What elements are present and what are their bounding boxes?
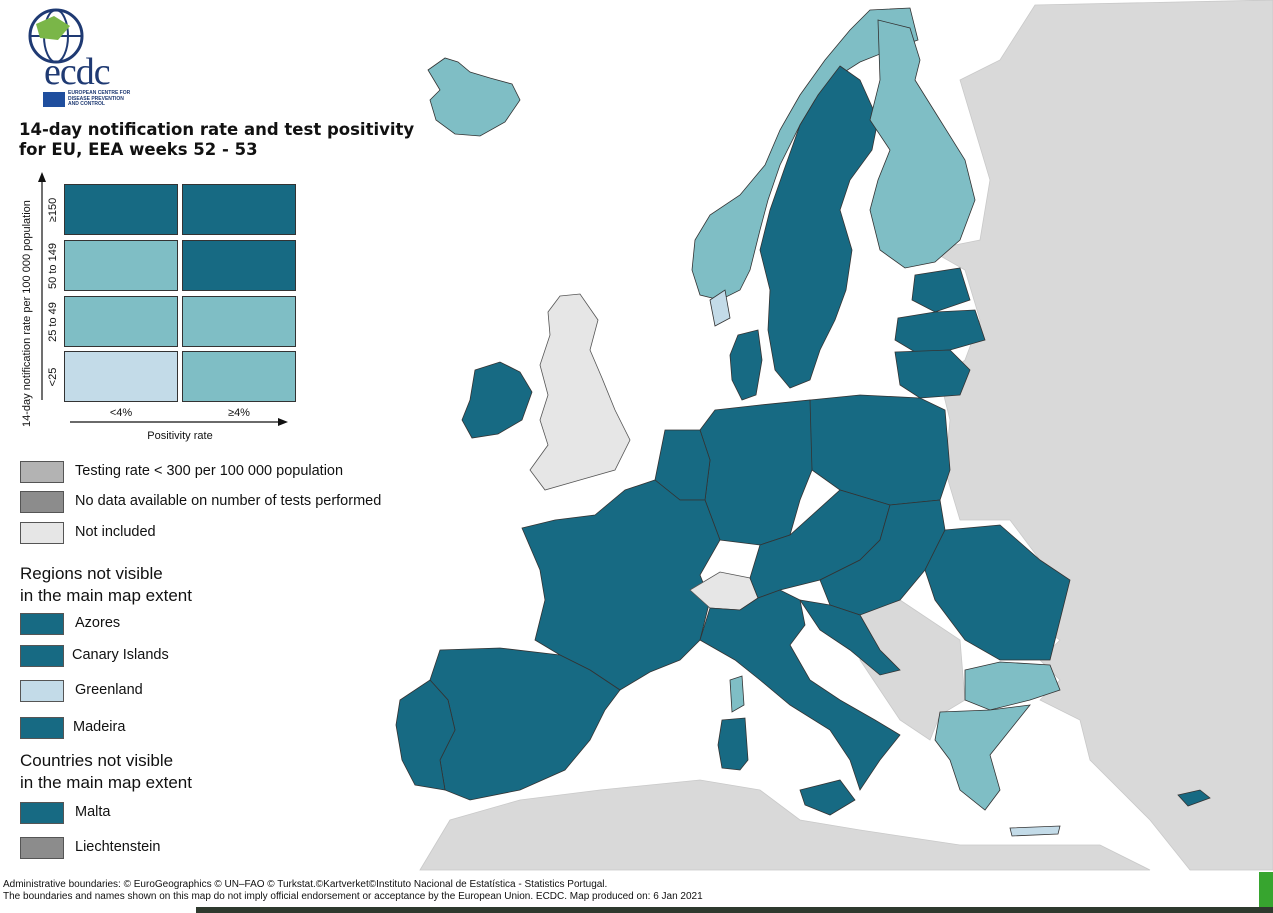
bottom-bar (196, 907, 1273, 913)
country-ireland (461, 361, 533, 439)
legend-label-not-included: Not included (75, 524, 156, 540)
matrix-row-label: <25 (47, 367, 59, 387)
logo-caption-line: DISEASE PREVENTION (68, 95, 124, 102)
regions-not-visible-title: Regions not visible in the main map exte… (20, 563, 192, 607)
logo-caption: EUROPEAN CENTRE FOR DISEASE PREVENTION A… (68, 90, 148, 108)
legend-label-testing-rate: Testing rate < 300 per 100 000 populatio… (75, 463, 344, 479)
logo-wordmark: ecdc (44, 51, 111, 93)
map-title-line-1: 14-day notification rate and test positi… (19, 120, 415, 139)
eu-flag-icon (43, 92, 65, 107)
legend-swatch-not-included (20, 522, 64, 544)
legend-label-no-data: No data available on number of tests per… (75, 493, 382, 509)
matrix-col-label: <4% (109, 407, 133, 419)
matrix-row-label: 50 to 149 (47, 243, 59, 289)
region-balkans (859, 599, 966, 741)
countries-not-visible-title: Countries not visible in the main map ex… (20, 750, 192, 794)
matrix-cell (182, 351, 296, 402)
island-crete (1009, 825, 1061, 837)
country-estonia (911, 267, 971, 313)
countries-title-line: Countries not visible (20, 751, 174, 770)
legend-swatch-liechtenstein (20, 837, 64, 859)
country-bulgaria (964, 661, 1061, 711)
legend-swatch-madeira (20, 717, 64, 739)
country-greece (934, 704, 1031, 811)
country-denmark (729, 329, 763, 401)
matrix-cell (64, 240, 178, 291)
map-title-line-2: for EU, EEA weeks 52 - 53 (19, 140, 258, 159)
countries-title-line: in the main map extent (20, 773, 192, 792)
country-latvia (894, 309, 986, 353)
legend-label-azores: Azores (75, 615, 121, 631)
island-sicily (799, 779, 856, 816)
legend-label-malta: Malta (75, 804, 111, 820)
legend-label-greenland: Greenland (75, 682, 143, 698)
matrix-x-axis-label: Positivity rate (147, 430, 213, 442)
regions-title-line: Regions not visible (20, 564, 163, 583)
island-corsica (729, 675, 745, 713)
region-north-africa (419, 779, 1151, 871)
legend-label-madeira: Madeira (73, 719, 126, 735)
country-finland (869, 19, 976, 269)
legend-label-liechtenstein: Liechtenstein (75, 839, 161, 855)
country-croatia-slovenia (799, 599, 901, 676)
matrix-axes (38, 172, 288, 426)
matrix-cell (182, 240, 296, 291)
country-iceland (427, 57, 521, 137)
country-norway (691, 7, 919, 301)
legend-swatch-azores (20, 613, 64, 635)
country-italy (699, 589, 901, 791)
country-united-kingdom (529, 293, 631, 491)
legend-label-canary-islands: Canary Islands (72, 647, 169, 663)
country-portugal (395, 679, 456, 791)
regions-title-line: in the main map extent (20, 586, 192, 605)
map-title: 14-day notification rate and test positi… (19, 120, 429, 160)
region-norway-south (709, 289, 731, 327)
legend-swatch-malta (20, 802, 64, 824)
matrix-cell (64, 351, 178, 402)
island-sardinia (717, 717, 749, 771)
disclaimer-line: The boundaries and names shown on this m… (3, 891, 703, 902)
ecdc-logo: ecdc EUROPEAN CENTRE FOR DISEASE PREVENT… (18, 6, 148, 110)
logo-caption-line: EUROPEAN CENTRE FOR (68, 90, 131, 96)
matrix-cell (182, 184, 296, 235)
matrix-row-label: 25 to 49 (47, 302, 59, 342)
matrix-col-label: ≥4% (228, 407, 250, 419)
matrix-cell (182, 296, 296, 347)
green-edge-tag (1259, 872, 1273, 907)
matrix-cell (64, 296, 178, 347)
country-romania (924, 524, 1071, 661)
attribution-footer: Administrative boundaries: © EuroGeograp… (3, 879, 703, 903)
logo-caption-line: AND CONTROL (68, 101, 105, 107)
legend-swatch-greenland (20, 680, 64, 702)
legend-swatch-no-data (20, 491, 64, 513)
country-cyprus (1177, 789, 1211, 807)
matrix-cell (64, 184, 178, 235)
country-lithuania (894, 349, 971, 399)
legend-swatch-canary-islands (20, 645, 64, 667)
globe-icon (28, 8, 84, 64)
attribution-line: Administrative boundaries: © EuroGeograp… (3, 879, 608, 890)
legend-swatch-testing-rate (20, 461, 64, 483)
matrix-row-label: ≥150 (47, 197, 59, 223)
country-sweden (759, 65, 879, 389)
